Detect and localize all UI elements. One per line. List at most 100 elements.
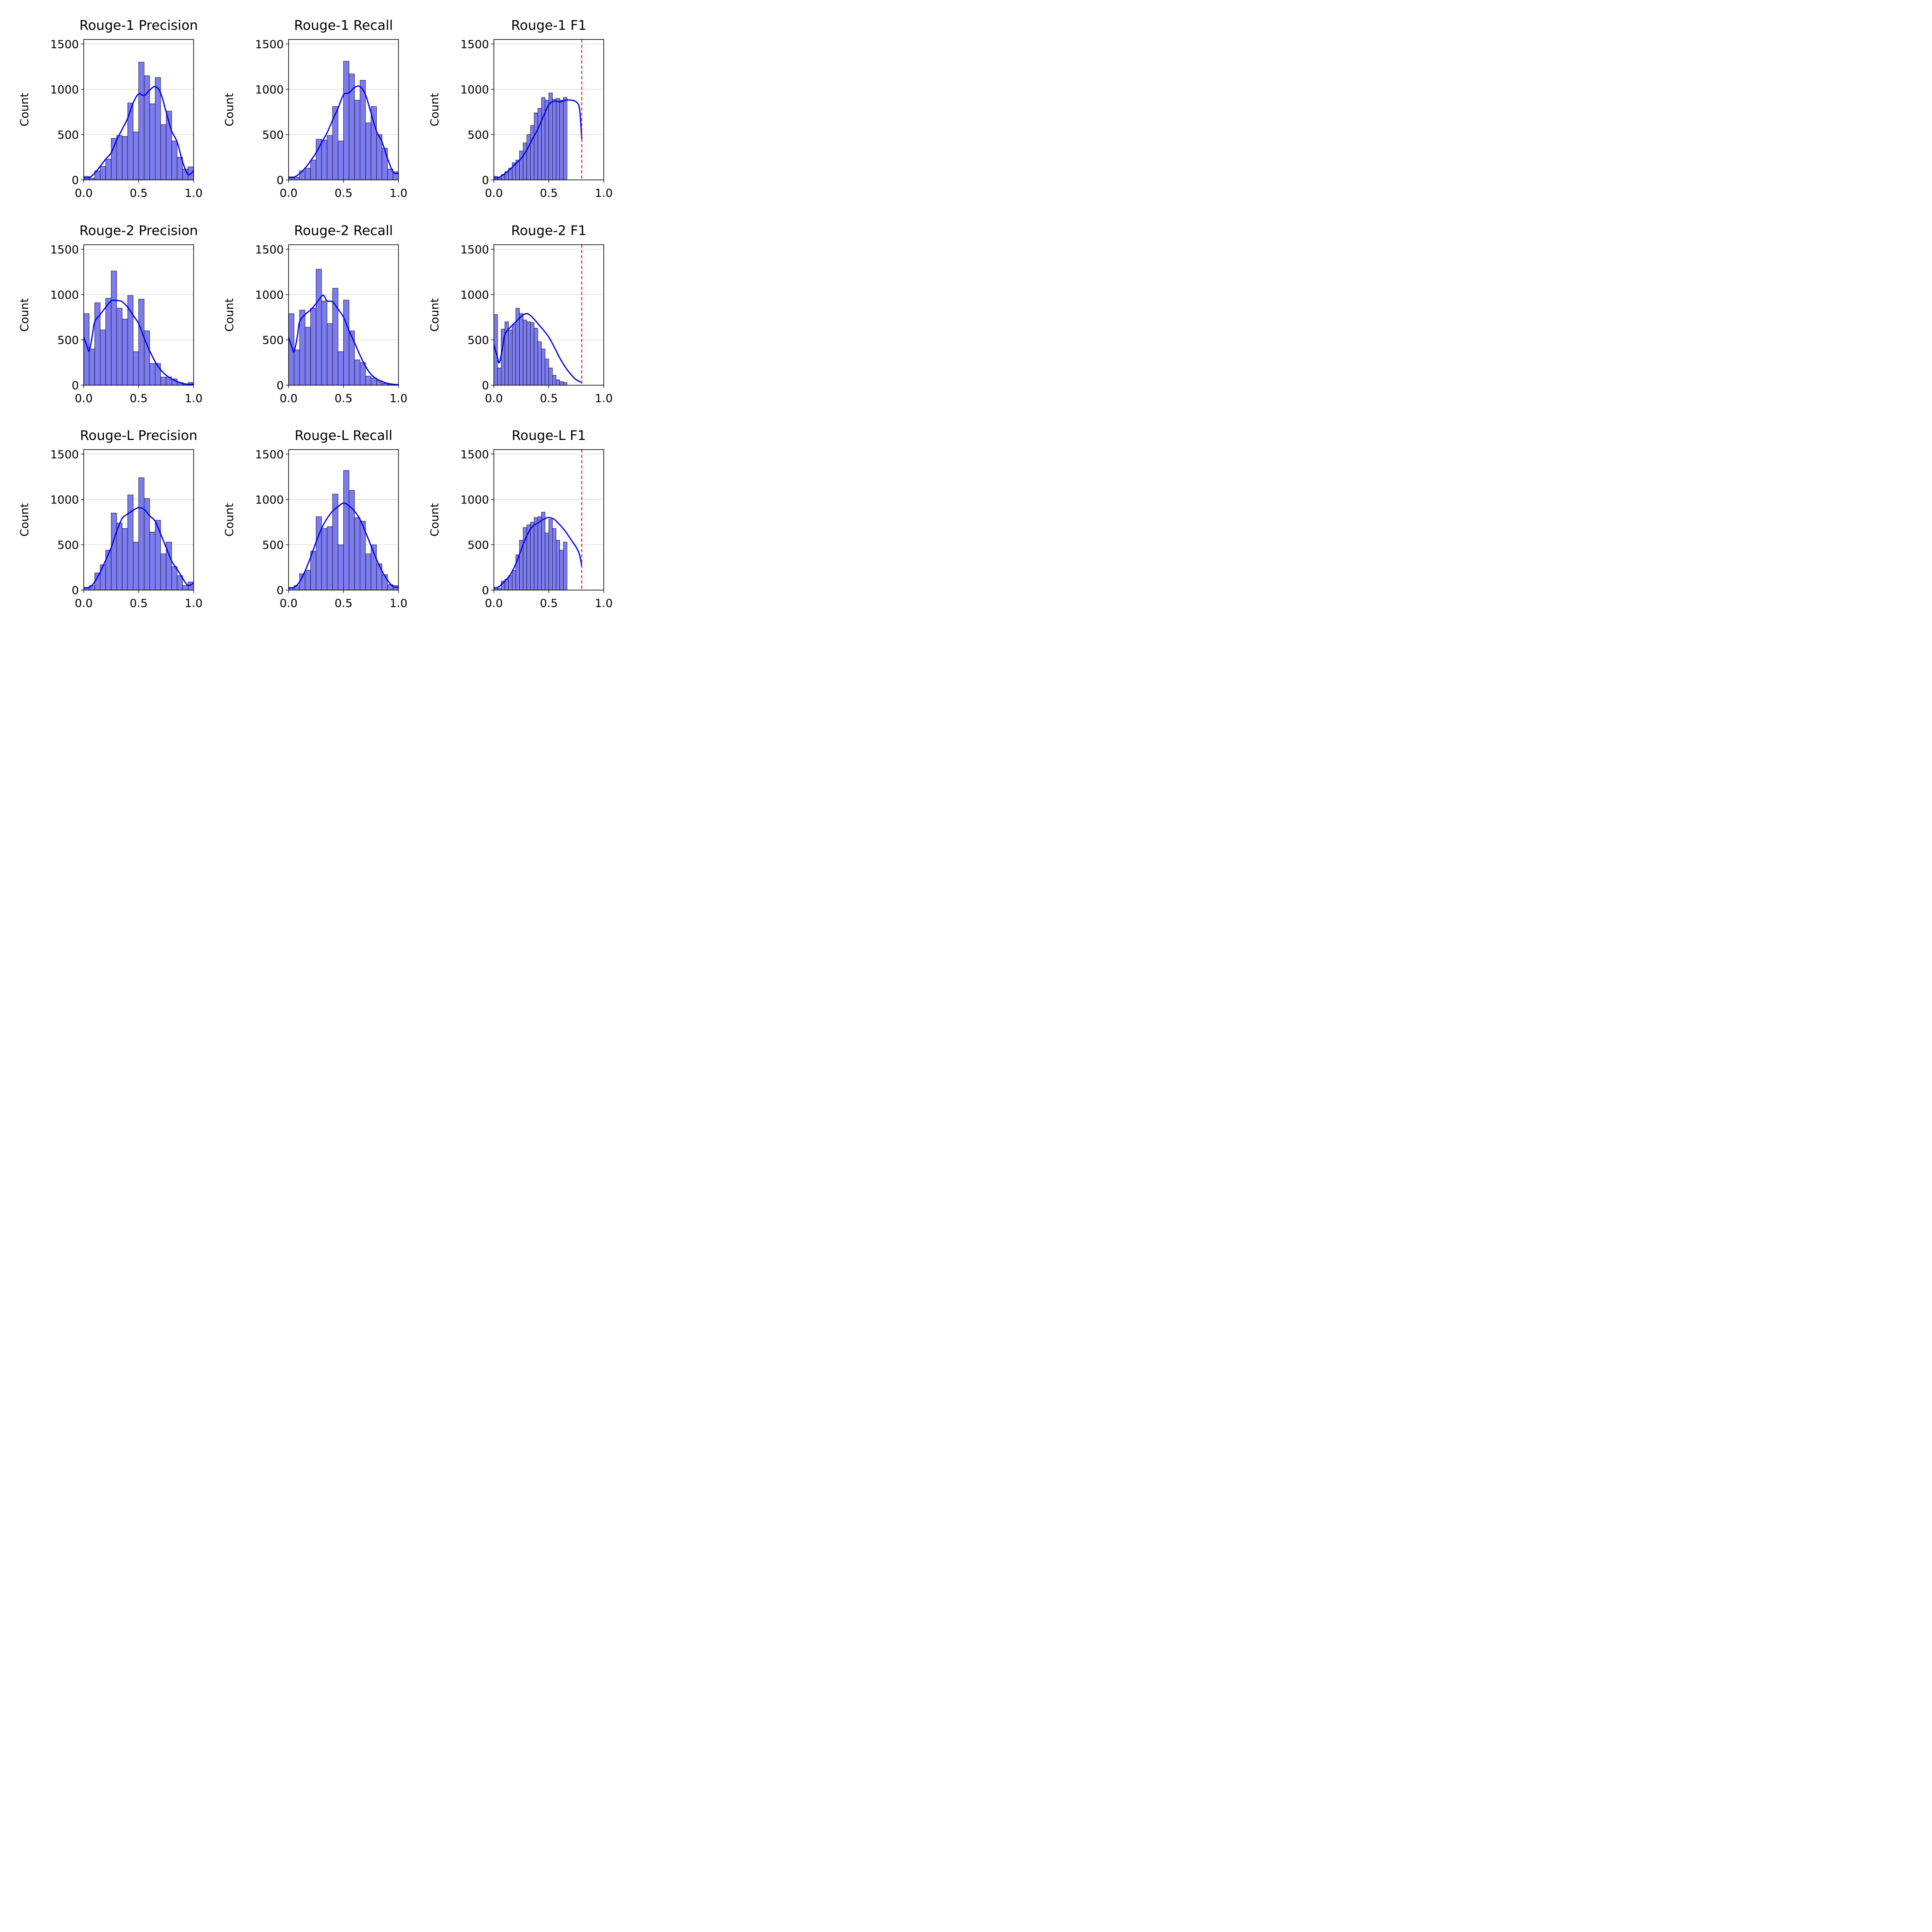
x-tick-label: 0.0	[75, 597, 93, 610]
y-tick-label: 0	[277, 379, 284, 392]
x-tick-label: 0.5	[540, 597, 558, 610]
histogram-bar	[343, 61, 349, 180]
x-tick-label: 0.0	[280, 392, 298, 405]
histogram-bar	[556, 380, 560, 386]
x-tick-label: 0.0	[485, 392, 503, 405]
histogram-bar	[327, 526, 333, 590]
histogram-bar	[138, 62, 144, 180]
y-axis-label: Count	[428, 503, 441, 537]
histogram-bar	[559, 100, 564, 180]
histogram-bar	[171, 140, 178, 180]
y-axis-label: Count	[18, 93, 31, 126]
histogram-bar	[354, 100, 360, 180]
y-tick-label: 1500	[460, 37, 489, 51]
histogram-bar	[116, 522, 122, 590]
histogram-bar	[519, 313, 524, 386]
histogram-bar	[149, 532, 155, 590]
subplot-title: Rouge-2 Recall	[294, 223, 393, 238]
histogram-bar	[133, 351, 139, 386]
kde-curve	[493, 313, 582, 383]
histogram-bar	[182, 585, 188, 590]
histogram-bar	[371, 378, 377, 386]
histogram-bar	[321, 140, 328, 180]
kde-curve	[288, 294, 399, 386]
histogram-bar	[537, 516, 542, 590]
subplot-3: 0 500 1000 1500 0.0 0.5 1.0 Rouge-2 Precision Co…	[18, 223, 202, 405]
subplot-title: Rouge-2 F1	[511, 223, 586, 238]
histogram-grid-figure: 0 500 1000 1500 0.0 0.5 1.0 Rouge-1 Precision Co…	[18, 17, 613, 610]
histogram-bar	[100, 330, 106, 386]
histogram-bar	[288, 313, 295, 386]
y-tick-label: 0	[482, 584, 489, 597]
subplot-1: 0 500 1000 1500 0.0 0.5 1.0 Rouge-1 Recall Count	[223, 17, 407, 200]
histogram-bar	[111, 138, 117, 180]
subplot-5: 0 500 1000 1500 0.0 0.5 1.0 Rouge-2 F1 Count	[428, 223, 613, 405]
x-tick-label: 0.0	[485, 186, 503, 200]
histogram-bar	[305, 570, 311, 590]
x-tick-label: 0.5	[130, 392, 148, 405]
histogram-bar	[100, 166, 106, 180]
x-tick-label: 0.5	[540, 186, 558, 200]
histogram-bar	[310, 160, 316, 180]
histogram-bar	[512, 570, 516, 590]
y-tick-label: 500	[468, 333, 489, 347]
histogram-bar	[365, 122, 372, 180]
histogram-bar	[537, 108, 542, 180]
subplot-4: 0 500 1000 1500 0.0 0.5 1.0 Rouge-2 Recall Count	[223, 223, 407, 405]
y-tick-label: 1000	[50, 83, 79, 96]
histogram-bar	[160, 377, 167, 386]
subplot-0: 0 500 1000 1500 0.0 0.5 1.0 Rouge-1 Precision Co…	[18, 17, 202, 200]
y-tick-label: 1000	[255, 83, 284, 96]
x-tick-label: 0.0	[280, 597, 298, 610]
kde-curve	[493, 517, 582, 589]
histogram-bar	[534, 328, 538, 386]
histogram-bar	[138, 477, 144, 590]
x-tick-label: 1.0	[185, 186, 203, 200]
histogram-bar	[321, 301, 328, 386]
y-tick-label: 1500	[50, 37, 79, 51]
y-tick-label: 500	[58, 333, 79, 347]
y-tick-label: 1000	[50, 493, 79, 506]
x-tick-label: 0.0	[485, 597, 503, 610]
histogram-bar	[338, 351, 344, 386]
histogram-bar	[160, 553, 167, 590]
histogram-bar	[548, 367, 553, 386]
y-tick-label: 0	[482, 379, 489, 392]
histogram-bar	[294, 177, 300, 180]
x-tick-label: 1.0	[185, 392, 203, 405]
histogram-bar	[537, 341, 542, 386]
kde-curve	[83, 299, 194, 385]
histogram-bar	[133, 132, 139, 180]
x-tick-label: 0.0	[75, 186, 93, 200]
x-tick-label: 0.5	[130, 597, 148, 610]
y-axis-label: Count	[223, 298, 236, 332]
y-tick-label: 500	[468, 128, 489, 141]
y-tick-label: 0	[72, 584, 79, 597]
histogram-bar	[100, 564, 106, 590]
histogram-bar	[530, 322, 535, 386]
histogram-bar	[556, 540, 560, 590]
x-tick-label: 1.0	[390, 597, 408, 610]
histogram-bar	[105, 159, 111, 180]
histogram-bar	[548, 519, 553, 590]
histogram-bar	[559, 381, 564, 386]
histogram-bar	[552, 375, 556, 386]
subplot-2: 0 500 1000 1500 0.0 0.5 1.0 Rouge-1 F1 Count	[428, 17, 613, 200]
histogram-bar	[149, 103, 155, 180]
histogram-bar	[552, 528, 556, 590]
histogram-bar	[116, 308, 122, 386]
histogram-bar	[541, 512, 545, 590]
y-tick-label: 1500	[460, 448, 489, 461]
histogram-bar	[327, 323, 333, 386]
histogram-bar	[338, 140, 344, 180]
histogram-bar	[376, 564, 382, 590]
histogram-bar	[523, 320, 527, 386]
subplot-8: 0 500 1000 1500 0.0 0.5 1.0 Rouge-L F1 Count	[428, 427, 613, 610]
histogram-bar	[105, 550, 111, 590]
histogram-bar	[305, 168, 311, 180]
x-tick-label: 1.0	[595, 392, 613, 405]
histogram-bar	[155, 77, 161, 180]
subplot-7: 0 500 1000 1500 0.0 0.5 1.0 Rouge-L Recall Count	[223, 427, 407, 610]
histogram-bar	[497, 367, 502, 386]
subplot-6: 0 500 1000 1500 0.0 0.5 1.0 Rouge-L Precision Co…	[18, 427, 202, 610]
